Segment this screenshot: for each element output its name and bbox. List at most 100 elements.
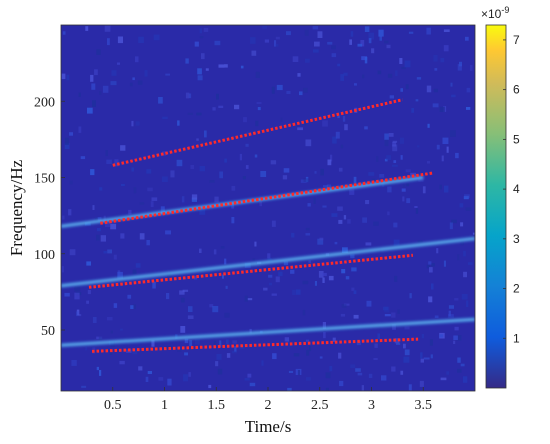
noise-speck (144, 70, 148, 77)
noise-speck (391, 312, 396, 318)
noise-speck (404, 349, 410, 356)
noise-speck (62, 31, 66, 35)
noise-speck (433, 54, 438, 62)
noise-speck (78, 126, 82, 133)
noise-speck (305, 227, 310, 231)
noise-speck (332, 337, 336, 342)
noise-speck (269, 282, 273, 286)
x-tick-label: 1 (161, 398, 168, 413)
colorbar-ticks: 1 2 3 4 5 6 7 (503, 33, 520, 345)
noise-speck (303, 87, 308, 93)
noise-speck (322, 120, 328, 127)
noise-speck (199, 248, 202, 253)
noise-speck (422, 186, 426, 194)
noise-speck (340, 74, 344, 81)
noise-speck (302, 280, 309, 285)
noise-speck (323, 185, 328, 188)
colorbar-exponent-power: -9 (501, 5, 509, 15)
colorbar-tick-label: 3 (513, 232, 520, 246)
noise-speck (309, 346, 312, 352)
noise-speck (271, 220, 276, 227)
noise-speck (331, 45, 337, 50)
noise-speck (362, 74, 365, 79)
noise-speck (166, 293, 170, 300)
noise-speck (215, 361, 219, 367)
noise-speck (465, 36, 469, 41)
noise-speck (197, 75, 203, 81)
noise-speck (165, 230, 171, 235)
noise-speck (231, 351, 237, 354)
noise-speck (397, 309, 400, 314)
noise-speck (304, 29, 309, 36)
noise-speck (440, 57, 445, 63)
noise-speck (465, 207, 472, 211)
noise-speck (288, 370, 294, 373)
noise-speck (411, 108, 414, 113)
noise-speck (131, 120, 134, 127)
noise-speck (214, 196, 219, 203)
noise-speck (379, 36, 382, 41)
noise-speck (188, 306, 193, 312)
noise-speck (457, 254, 460, 261)
noise-speck (87, 107, 93, 114)
noise-speck (189, 340, 193, 347)
noise-speck (351, 287, 355, 291)
noise-speck (220, 246, 225, 249)
noise-speck (386, 155, 392, 161)
noise-speck (242, 176, 246, 180)
noise-speck (194, 339, 200, 345)
fitted-line (88, 253, 414, 289)
noise-speck (234, 104, 240, 110)
noise-speck (106, 317, 113, 321)
noise-speck (120, 145, 126, 151)
noise-speck (432, 103, 439, 108)
noise-speck (426, 27, 431, 35)
noise-speck (459, 61, 462, 67)
noise-speck (78, 92, 81, 97)
noise-speck (387, 211, 390, 216)
noise-speck (460, 222, 464, 227)
noise-speck (290, 269, 295, 274)
noise-speck (318, 271, 324, 278)
noise-speck (417, 240, 423, 243)
noise-speck (286, 31, 291, 36)
noise-speck (121, 183, 125, 187)
noise-speck (209, 304, 214, 308)
noise-speck (334, 241, 338, 245)
colorbar-exponent: ×10-9 (481, 5, 509, 21)
noise-speck (466, 87, 471, 93)
noise-speck (386, 44, 391, 49)
noise-speck (191, 194, 198, 200)
noise-speck (222, 274, 224, 279)
noise-speck (231, 185, 236, 191)
noise-speck (267, 258, 272, 261)
noise-speck (327, 41, 333, 45)
noise-speck (327, 159, 332, 166)
noise-speck (392, 140, 398, 143)
noise-speck (394, 338, 400, 344)
noise-speck (361, 385, 364, 391)
noise-speck (341, 304, 347, 308)
noise-speck (231, 217, 235, 224)
noise-speck (275, 276, 280, 283)
noise-texture (61, 25, 475, 391)
noise-speck (400, 155, 403, 160)
noise-speck (64, 137, 69, 145)
noise-speck (357, 372, 363, 376)
noise-speck (224, 158, 227, 163)
colorbar-tick-label: 7 (513, 33, 520, 47)
noise-speck (120, 328, 123, 331)
noise-speck (371, 178, 376, 182)
noise-speck (457, 368, 462, 373)
noise-speck (439, 106, 445, 112)
noise-speck (406, 183, 410, 187)
noise-speck (196, 112, 202, 116)
noise-speck (404, 326, 410, 330)
noise-speck (460, 239, 464, 246)
noise-speck (461, 293, 468, 300)
noise-speck (80, 156, 86, 160)
noise-speck (66, 74, 70, 81)
colorbar-tick-label: 6 (513, 83, 520, 97)
noise-speck (402, 184, 406, 188)
noise-speck (456, 335, 462, 341)
